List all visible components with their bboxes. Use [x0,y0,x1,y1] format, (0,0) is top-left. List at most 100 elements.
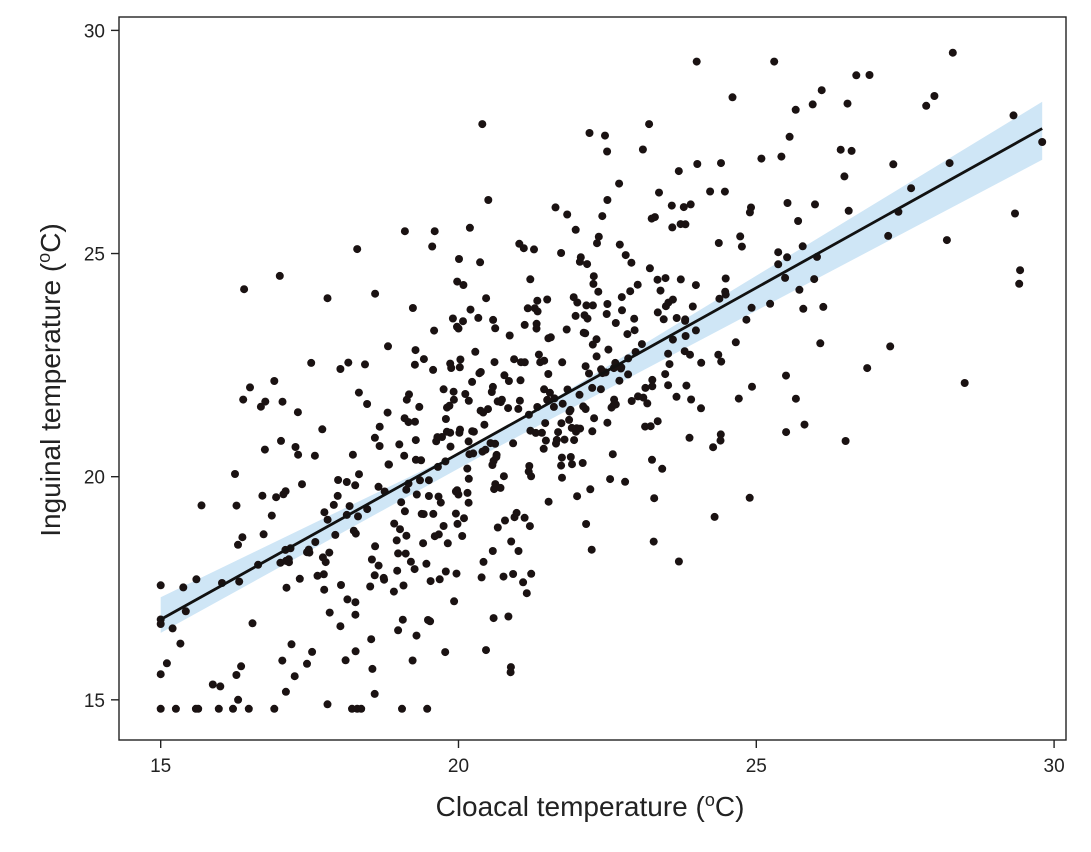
data-point [417,509,426,518]
data-point [721,274,730,283]
data-point [441,648,450,657]
data-point [571,225,580,234]
data-point [481,445,490,454]
data-point [566,453,575,461]
data-point [156,670,165,679]
data-point [884,231,893,240]
data-point [402,395,411,404]
data-point [648,375,657,384]
data-point [426,577,435,586]
data-point [532,324,541,333]
data-point [443,539,452,548]
data-point [667,201,676,210]
data-point [482,294,491,303]
data-point [573,492,582,501]
data-point [229,704,237,713]
data-point [742,315,751,324]
data-point [852,71,861,80]
data-point [661,370,670,379]
data-point [782,428,791,437]
data-point [571,311,580,320]
data-point [429,509,438,518]
data-point [714,239,723,247]
data-point [446,442,455,451]
data-point [514,404,523,413]
data-point [464,437,473,446]
data-point [208,680,217,689]
data-point [515,396,524,405]
data-point [270,704,279,713]
data-point [616,364,625,373]
data-point [295,574,304,583]
data-point [232,501,241,510]
data-point [260,445,269,454]
data-point [329,500,338,509]
data-point [412,490,421,499]
data-point [466,305,475,314]
data-point [781,273,790,282]
data-point [246,383,254,392]
data-point [321,558,330,567]
data-point [519,578,528,587]
data-point [325,608,334,617]
plot-area-frame [118,16,1067,741]
data-point [575,390,584,399]
data-point [603,147,612,156]
data-point [659,315,668,324]
data-point [428,242,437,251]
data-point [531,428,540,437]
data-point [504,377,513,385]
data-point [570,436,579,445]
data-point [267,511,276,520]
data-point [471,347,480,356]
data-point [374,561,383,570]
data-point [611,400,620,409]
data-point [795,285,804,294]
data-point [543,295,552,304]
data-point [554,428,563,437]
data-point [533,307,542,316]
data-point [681,332,690,340]
data-point [686,200,695,209]
data-point [452,569,461,578]
data-point [588,383,597,392]
data-point [545,388,554,397]
data-point [648,382,657,391]
data-point [721,290,730,299]
data-point [588,301,597,310]
data-point [424,476,433,485]
data-point [458,532,467,540]
data-point [276,558,285,567]
data-point [446,428,455,437]
data-point [709,443,718,452]
data-point [527,569,536,578]
regression-line [160,127,1043,621]
data-point [603,196,612,204]
data-point [400,414,409,423]
data-point [478,120,487,129]
data-point [638,145,647,154]
data-point [501,516,509,525]
data-point [455,255,463,263]
data-point [464,474,473,483]
data-point [351,598,360,607]
data-point [465,223,474,232]
data-point [244,704,253,713]
data-point [930,92,939,100]
data-point [791,105,800,114]
data-point [596,385,605,394]
data-point [231,470,239,478]
data-point [581,329,590,338]
data-point [505,331,514,340]
data-point [770,57,779,66]
data-point [284,555,293,564]
data-point [488,461,497,469]
data-point [345,502,354,511]
data-point [655,188,663,197]
data-point [865,71,874,79]
data-point [942,236,951,245]
x-tick-label: 15 [150,756,171,777]
data-point [665,360,674,369]
data-point [517,358,525,367]
data-point [416,476,424,485]
